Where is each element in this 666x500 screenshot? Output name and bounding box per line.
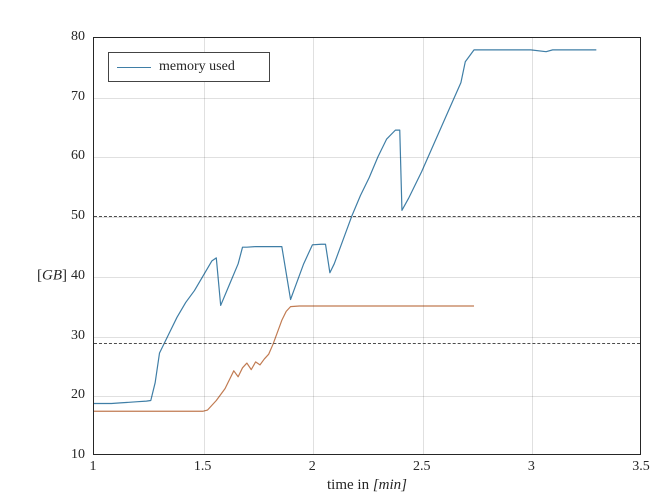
ytick-label: 60 [71,148,85,164]
legend-swatch [117,67,151,68]
gridline-v [313,38,314,454]
gridline-h [94,217,640,218]
gridline-v [204,38,205,454]
xtick-label: 2 [309,459,316,475]
x-title-unit: [min] [373,477,407,493]
x-title-prefix: time in [327,477,373,493]
series-svg [94,38,640,454]
xtick-label: 3.5 [632,459,650,475]
gridline-v [532,38,533,454]
gridline-h [94,277,640,278]
y-axis-title: [GB] [37,267,67,284]
y-title-unit: GB [42,267,62,283]
xtick-label: 1.5 [194,459,212,475]
gridline-h [94,396,640,397]
xtick-label: 2.5 [413,459,431,475]
ytick-label: 10 [71,447,85,463]
ytick-label: 70 [71,89,85,105]
ytick-label: 80 [71,29,85,45]
legend-label: memory used [159,59,235,75]
gridline-h [94,98,640,99]
ytick-label: 30 [71,328,85,344]
gridline-h [94,337,640,338]
reference-line [94,343,640,344]
xtick-label: 3 [528,459,535,475]
xtick-label: 1 [90,459,97,475]
gridline-v [423,38,424,454]
y-title-close: ] [62,267,67,283]
ytick-label: 20 [71,387,85,403]
series-line-memory used [94,50,596,404]
x-axis-title: time in [min] [327,477,407,494]
ytick-label: 50 [71,208,85,224]
legend: memory used [108,52,270,82]
reference-line [94,216,640,217]
ytick-label: 40 [71,268,85,284]
gridline-h [94,157,640,158]
plot-area: memory used [93,37,641,455]
memory-usage-chart: memory used 1 1.5 2 2.5 3 3.5 10 20 30 40 50 60 70 80… [0,0,666,500]
